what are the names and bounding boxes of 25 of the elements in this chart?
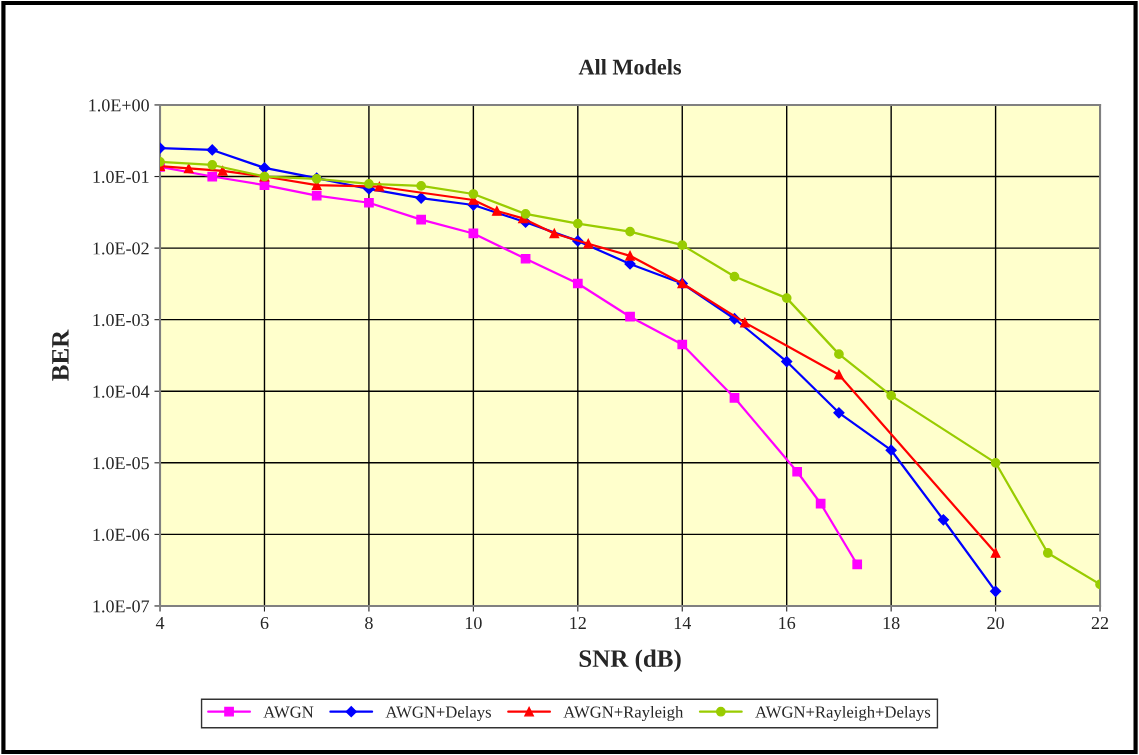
x-tick-label: 10 — [465, 616, 482, 630]
y-tick-label: 1.0E-02 — [93, 242, 149, 255]
legend-label: AWGN+Rayleigh+Delays — [755, 705, 931, 722]
x-tick-label: 8 — [365, 616, 373, 630]
chart-title: All Models — [578, 58, 682, 75]
x-tick-label: 12 — [570, 616, 586, 629]
x-tick-label: 18 — [883, 616, 900, 630]
x-tick-label: 6 — [260, 616, 269, 630]
y-tick-label: 1.0E-04 — [93, 385, 150, 398]
legend-label: AWGN — [263, 706, 314, 718]
x-tick-label: 4 — [155, 617, 165, 629]
y-tick-label: 1.0E-01 — [93, 170, 149, 184]
x-tick-label: 20 — [987, 616, 1004, 630]
x-axis-title: SNR (dB) — [579, 649, 681, 673]
y-tick-label: 1.0E-05 — [93, 457, 149, 470]
legend-label: AWGN+Delays — [385, 705, 491, 722]
legend-label: AWGN+Rayleigh — [563, 705, 684, 722]
y-tick-label: 1.0E-03 — [93, 313, 149, 327]
y-tick-label: 1.0E-07 — [93, 600, 150, 613]
x-tick-label: 14 — [674, 616, 692, 629]
y-tick-label: 1.0E+00 — [89, 99, 149, 112]
x-tick-label: 16 — [779, 616, 796, 630]
y-axis-title: BER — [52, 329, 69, 381]
x-tick-label: 22 — [1091, 616, 1109, 629]
y-tick-label: 1.0E-06 — [93, 528, 150, 541]
